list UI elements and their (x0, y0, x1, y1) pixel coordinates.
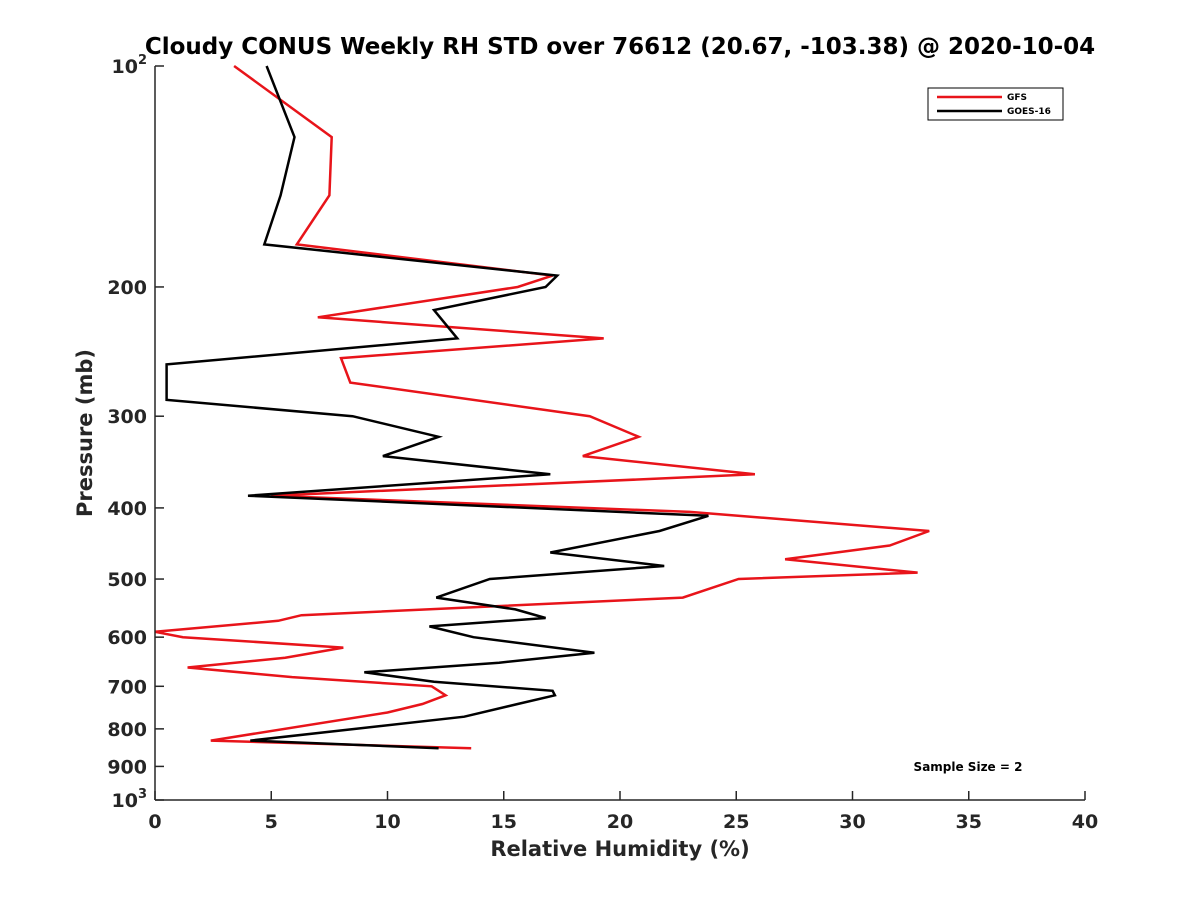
x-tick-label: 40 (1072, 811, 1098, 833)
x-tick-label: 0 (148, 811, 161, 833)
y-tick-label: 900 (107, 756, 147, 778)
y-tick-label: 600 (107, 627, 147, 649)
y-tick-label: 700 (107, 676, 147, 698)
y-tick-label: 300 (107, 406, 147, 428)
legend: GFS GOES-16 (927, 87, 1064, 121)
y-axis-label: Pressure (mb) (73, 349, 97, 517)
y-tick-label: 102 (112, 53, 148, 78)
legend-label-gfs: GFS (1007, 93, 1027, 103)
series-layer (154, 64, 930, 750)
x-tick-label: 25 (723, 811, 749, 833)
series-line-goes16 (165, 65, 709, 750)
x-ticks: 0 5 10 15 20 25 30 35 40 (148, 791, 1098, 833)
x-tick-label: 35 (956, 811, 982, 833)
y-tick-label: 500 (107, 569, 147, 591)
y-tick-base: 10 (112, 790, 138, 812)
x-tick-label: 10 (374, 811, 400, 833)
y-tick-label: 103 (112, 787, 148, 812)
chart-title: Cloudy CONUS Weekly RH STD over 76612 (2… (145, 34, 1095, 60)
y-tick-label: 200 (107, 277, 147, 299)
sample-size-annotation: Sample Size = 2 (914, 760, 1023, 774)
series-line-gfs (154, 64, 930, 750)
x-tick-label: 5 (265, 811, 278, 833)
x-axis-label: Relative Humidity (%) (490, 837, 749, 861)
legend-label-goes16: GOES-16 (1007, 107, 1051, 117)
y-tick-label: 400 (107, 498, 147, 520)
y-tick-label: 800 (107, 719, 147, 741)
legend-box (927, 87, 1064, 121)
y-tick-exponent: 3 (138, 787, 147, 802)
y-tick-base: 10 (112, 56, 138, 78)
x-tick-label: 30 (839, 811, 865, 833)
y-tick-exponent: 2 (138, 53, 147, 68)
x-tick-label: 15 (491, 811, 517, 833)
x-tick-label: 20 (607, 811, 633, 833)
